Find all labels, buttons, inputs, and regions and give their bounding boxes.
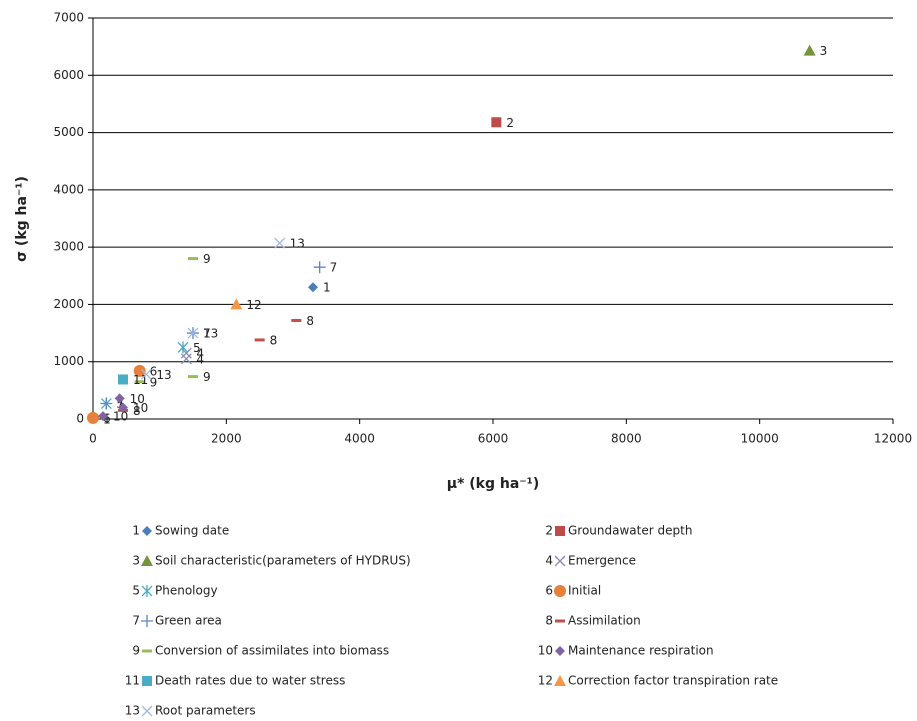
- legend-marker: [554, 675, 566, 686]
- legend-label: Correction factor transpiration rate: [568, 674, 778, 688]
- x-axis-title: μ* (kg ha⁻¹): [447, 476, 539, 492]
- legend-key: 10: [538, 644, 553, 658]
- data-label: 6: [150, 364, 158, 378]
- data-label: 3: [820, 44, 828, 58]
- data-label: 7: [116, 397, 124, 411]
- y-tick-label: 5000: [53, 125, 84, 139]
- marker: [187, 327, 199, 339]
- y-tick-label: 1000: [53, 354, 84, 368]
- legend-label: Assimilation: [568, 614, 641, 628]
- x-tick-label: 12000: [874, 432, 912, 446]
- legend-label: Soil characteristic(parameters of HYDRUS…: [155, 554, 411, 568]
- marker: [313, 261, 326, 274]
- legend-marker: [555, 526, 565, 536]
- data-label: 10: [133, 401, 148, 415]
- data-label: 2: [506, 116, 514, 130]
- marker: [230, 298, 243, 310]
- data-label: 13: [290, 237, 305, 251]
- marker: [118, 402, 128, 413]
- marker: [118, 374, 128, 385]
- marker: [114, 393, 125, 404]
- x-tick-label: 0: [89, 432, 97, 446]
- y-tick-label: 4000: [53, 182, 84, 196]
- legend-label: Green area: [155, 614, 222, 628]
- legend-label: Conversion of assimilates into biomass: [155, 644, 389, 658]
- data-label: 7: [203, 327, 211, 341]
- legend-key: 4: [545, 554, 553, 568]
- data-label: 12: [246, 298, 261, 312]
- data-label: 5: [116, 397, 124, 411]
- legend-key: 11: [125, 674, 140, 688]
- legend-marker: [554, 555, 566, 567]
- marker: [274, 237, 286, 249]
- marker: [177, 341, 189, 354]
- data-label: 7: [330, 261, 338, 275]
- marker: [803, 44, 816, 56]
- legend-marker: [555, 646, 565, 656]
- data-label: 9: [203, 252, 211, 266]
- legend-key: 13: [125, 704, 140, 718]
- marker: [87, 411, 99, 424]
- data-label: 8: [306, 314, 314, 328]
- legend-label: Emergence: [568, 554, 636, 568]
- legend-marker: [141, 705, 153, 717]
- y-axis-title: σ (kg ha⁻¹): [14, 176, 30, 262]
- legend-marker: [142, 676, 152, 686]
- marker: [308, 282, 318, 293]
- marker: [100, 397, 113, 410]
- marker: [491, 117, 502, 128]
- marker: [180, 353, 192, 365]
- legend-key: 8: [545, 614, 553, 628]
- data-label: 1: [103, 413, 111, 427]
- x-tick-label: 8000: [611, 432, 642, 446]
- marker: [98, 411, 108, 422]
- legend-key: 12: [538, 674, 553, 688]
- data-label: 1: [323, 281, 331, 295]
- marker: [133, 364, 146, 377]
- legend-key: 3: [132, 554, 140, 568]
- legend-key: 1: [132, 524, 140, 538]
- data-label: 13: [156, 368, 171, 382]
- data-label: 8: [133, 404, 141, 418]
- legend-marker: [142, 526, 152, 536]
- legend-label: Phenology: [155, 584, 218, 598]
- data-label: 4: [196, 347, 204, 361]
- y-tick-label: 3000: [53, 240, 84, 254]
- x-tick-label: 4000: [344, 432, 375, 446]
- data-label: 4: [196, 352, 204, 366]
- legend-key: 5: [132, 584, 140, 598]
- legend-label: Groundawater depth: [568, 524, 692, 538]
- legend-key: 2: [545, 524, 553, 538]
- legend-label: Maintenance respiration: [568, 644, 714, 658]
- data-label: 9: [150, 375, 158, 389]
- legend-key: 7: [132, 614, 140, 628]
- y-tick-label: 7000: [53, 11, 84, 25]
- legend-marker: [141, 615, 153, 627]
- data-label: 10: [130, 392, 145, 406]
- legend-label: Initial: [568, 584, 601, 598]
- x-tick-label: 10000: [741, 432, 779, 446]
- legend-marker: [141, 555, 153, 566]
- legend-marker: [141, 585, 153, 597]
- data-label: 6: [103, 411, 111, 425]
- legend-key: 6: [545, 584, 553, 598]
- data-label: 5: [193, 341, 201, 355]
- legend-label: Root parameters: [155, 704, 256, 718]
- y-tick-label: 0: [76, 412, 84, 426]
- legend-label: Death rates due to water stress: [155, 674, 345, 688]
- legend-marker: [554, 585, 566, 597]
- legend-label: Sowing date: [155, 524, 229, 538]
- data-label: 9: [203, 370, 211, 384]
- x-tick-label: 6000: [478, 432, 509, 446]
- x-tick-label: 2000: [211, 432, 242, 446]
- y-tick-label: 6000: [53, 68, 84, 82]
- y-tick-label: 2000: [53, 297, 84, 311]
- legend-key: 9: [132, 644, 140, 658]
- data-label: 8: [270, 333, 278, 347]
- data-label: 10: [113, 410, 128, 424]
- data-label: 13: [203, 327, 218, 341]
- marker: [140, 368, 152, 380]
